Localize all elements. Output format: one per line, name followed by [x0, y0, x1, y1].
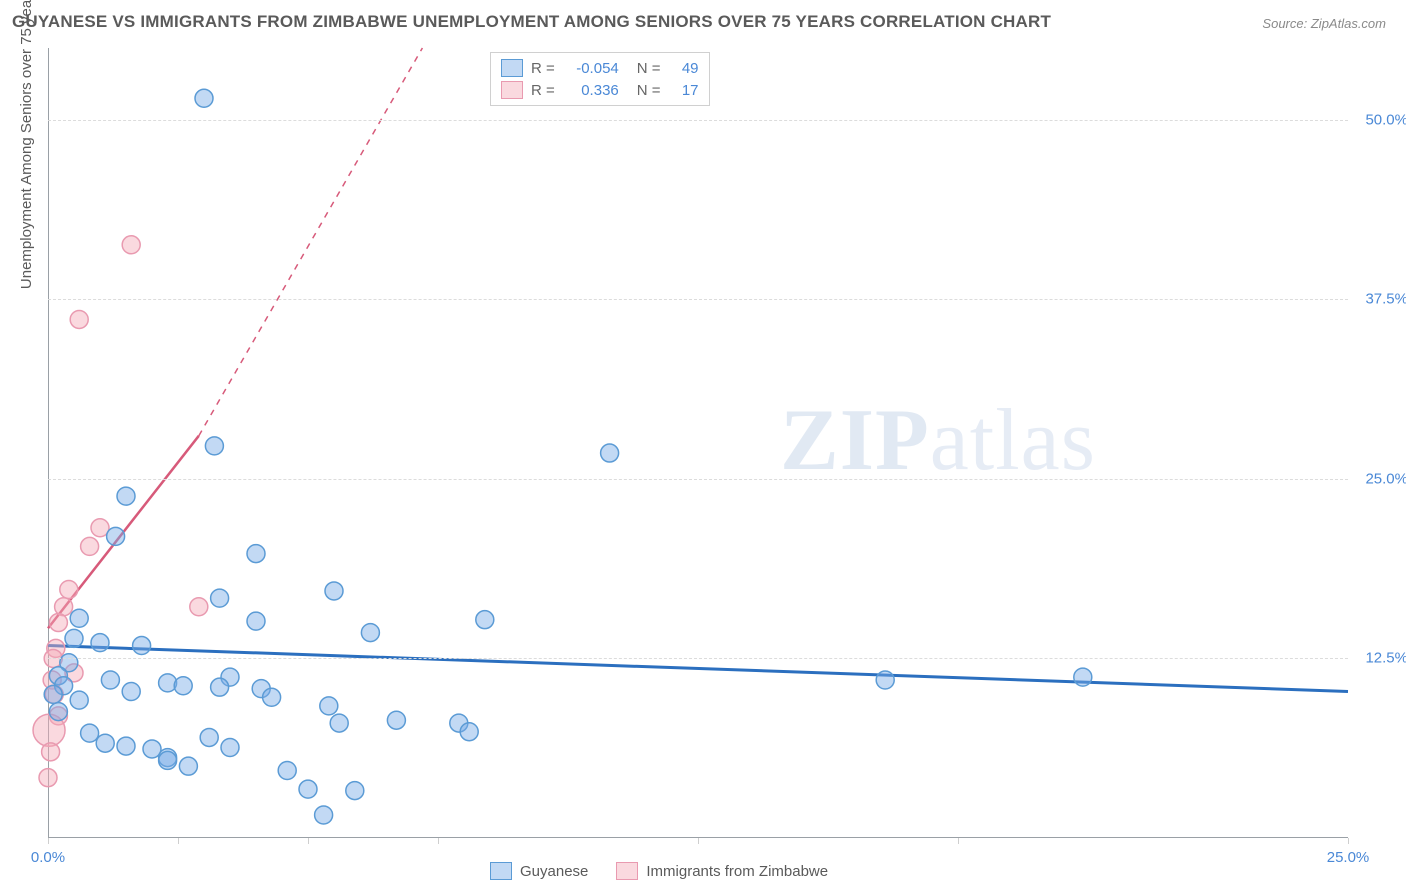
- data-point: [81, 724, 99, 742]
- legend-swatch-guyanese: [501, 59, 523, 77]
- x-tick: [178, 838, 179, 844]
- data-point: [91, 634, 109, 652]
- source-value: ZipAtlas.com: [1311, 16, 1386, 31]
- data-point: [247, 612, 265, 630]
- data-point: [70, 691, 88, 709]
- chart-container: GUYANESE VS IMMIGRANTS FROM ZIMBABWE UNE…: [0, 0, 1406, 892]
- data-point: [476, 611, 494, 629]
- data-point: [460, 723, 478, 741]
- data-point: [49, 614, 67, 632]
- r-value-zimbabwe: 0.336: [563, 82, 619, 99]
- correlation-legend: R = -0.054 N = 49 R = 0.336 N = 17: [490, 52, 710, 106]
- trendline: [48, 646, 1348, 692]
- y-tick-label: 12.5%: [1365, 650, 1406, 667]
- data-point: [122, 236, 140, 254]
- data-point: [221, 739, 239, 757]
- data-point: [42, 743, 60, 761]
- data-point: [44, 685, 62, 703]
- x-tick-label: 0.0%: [31, 849, 65, 866]
- n-label: N =: [637, 60, 661, 77]
- series-legend: Guyanese Immigrants from Zimbabwe: [490, 862, 828, 880]
- x-tick: [1348, 838, 1349, 844]
- data-point: [205, 437, 223, 455]
- y-tick-label: 37.5%: [1365, 291, 1406, 308]
- data-point: [179, 757, 197, 775]
- data-point: [346, 782, 364, 800]
- data-point: [876, 671, 894, 689]
- x-tick-label: 25.0%: [1327, 849, 1370, 866]
- data-point: [211, 589, 229, 607]
- data-point: [133, 637, 151, 655]
- data-point: [49, 703, 67, 721]
- data-point: [1074, 668, 1092, 686]
- chart-title: GUYANESE VS IMMIGRANTS FROM ZIMBABWE UNE…: [12, 12, 1051, 32]
- data-point: [200, 728, 218, 746]
- legend-row-guyanese: R = -0.054 N = 49: [501, 57, 699, 79]
- legend-row-zimbabwe: R = 0.336 N = 17: [501, 79, 699, 101]
- gridline-h: [48, 299, 1348, 300]
- legend-swatch-zimbabwe-bottom: [616, 862, 638, 880]
- data-point: [190, 598, 208, 616]
- legend-swatch-guyanese-bottom: [490, 862, 512, 880]
- legend-item-guyanese: Guyanese: [490, 862, 588, 880]
- plot-area: 12.5%25.0%37.5%50.0%0.0%25.0%: [48, 48, 1348, 838]
- gridline-h: [48, 479, 1348, 480]
- data-point: [65, 629, 83, 647]
- data-point: [325, 582, 343, 600]
- r-value-guyanese: -0.054: [563, 60, 619, 77]
- x-tick: [958, 838, 959, 844]
- data-point: [159, 751, 177, 769]
- legend-swatch-zimbabwe: [501, 81, 523, 99]
- r-label: R =: [531, 60, 555, 77]
- data-point: [195, 89, 213, 107]
- data-point: [174, 677, 192, 695]
- data-point: [81, 537, 99, 555]
- data-point: [101, 671, 119, 689]
- legend-label-guyanese: Guyanese: [520, 863, 588, 880]
- n-label: N =: [637, 82, 661, 99]
- x-tick: [308, 838, 309, 844]
- data-point: [107, 527, 125, 545]
- data-point: [330, 714, 348, 732]
- trendline-dashed: [199, 48, 423, 436]
- y-tick-label: 50.0%: [1365, 111, 1406, 128]
- plot-svg: [48, 48, 1348, 838]
- source-attribution: Source: ZipAtlas.com: [1262, 16, 1386, 31]
- data-point: [263, 688, 281, 706]
- data-point: [247, 545, 265, 563]
- data-point: [60, 581, 78, 599]
- y-axis-title: Unemployment Among Seniors over 75 years: [18, 0, 35, 289]
- gridline-h: [48, 658, 1348, 659]
- y-tick-label: 25.0%: [1365, 470, 1406, 487]
- data-point: [387, 711, 405, 729]
- data-point: [117, 487, 135, 505]
- r-label: R =: [531, 82, 555, 99]
- x-tick: [48, 838, 49, 844]
- data-point: [96, 734, 114, 752]
- x-tick: [698, 838, 699, 844]
- data-point: [122, 682, 140, 700]
- data-point: [70, 609, 88, 627]
- source-label: Source:: [1262, 16, 1307, 31]
- data-point: [361, 624, 379, 642]
- data-point: [117, 737, 135, 755]
- data-point: [278, 761, 296, 779]
- data-point: [70, 310, 88, 328]
- data-point: [315, 806, 333, 824]
- legend-label-zimbabwe: Immigrants from Zimbabwe: [646, 863, 828, 880]
- legend-item-zimbabwe: Immigrants from Zimbabwe: [616, 862, 828, 880]
- data-point: [299, 780, 317, 798]
- x-tick: [438, 838, 439, 844]
- data-point: [601, 444, 619, 462]
- n-value-guyanese: 49: [669, 60, 699, 77]
- data-point: [211, 678, 229, 696]
- n-value-zimbabwe: 17: [669, 82, 699, 99]
- data-point: [320, 697, 338, 715]
- data-point: [39, 769, 57, 787]
- gridline-h: [48, 120, 1348, 121]
